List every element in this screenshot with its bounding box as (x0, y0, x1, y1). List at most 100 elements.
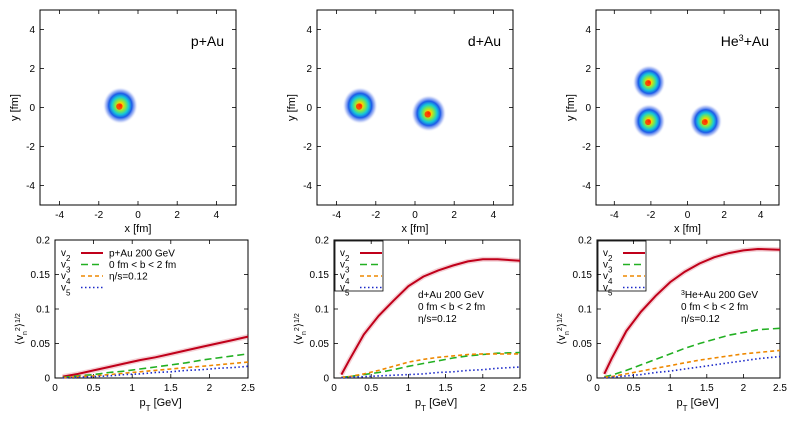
line-2-xtick-label: 2 (480, 383, 486, 394)
annotation-line: 3He+Au 200 GeV (681, 290, 758, 302)
heatmap-3-ytick-label: 4 (585, 25, 591, 36)
line-3-xtick-label: 1 (667, 383, 673, 394)
line-1-ytick-label: 0.15 (31, 270, 51, 281)
line-frame (596, 239, 781, 379)
annotation-line: η/s=0.12 (418, 314, 457, 325)
line-2-ytick-label: 0.2 (315, 236, 329, 247)
heatmap-3-xtick-label: 2 (721, 210, 727, 221)
annotation-line: 0 fm < b < 2 fm (418, 302, 485, 313)
line-3-ytick-label: 0.1 (578, 305, 592, 316)
legend-label-v3: v3 (340, 260, 350, 275)
heatmap-2-ytick-label: -4 (303, 181, 312, 192)
legend-label-v3: v3 (61, 260, 71, 275)
legend-box (334, 240, 384, 292)
series-v4-line (341, 353, 520, 379)
heatmap-1-ytick-label: 2 (29, 64, 35, 75)
heatmap-3-xtick-label: 4 (758, 210, 764, 221)
line-1-xtick-label: 1.5 (164, 383, 178, 394)
series-v5-line (62, 365, 249, 379)
series-v5-line (604, 355, 781, 379)
line-3-ytick-label: 0.15 (573, 270, 593, 281)
heatmap-3-ytick-label: 0 (585, 103, 591, 114)
nucleon-hotspot-3 (701, 119, 708, 126)
heatmap-1-ytick-label: -4 (26, 181, 35, 192)
heatmap-panel-1: -4 -2 0 2 4 4 2 0 -2 -4 p+Au x [fm] y [fm] (9, 9, 237, 235)
heatmap-3-xtick-label: -4 (610, 210, 619, 221)
heatmap-2-xtick-label: -4 (332, 210, 341, 221)
heatmap-panel-2: -4 -2 0 2 4 4 2 0 -2 -4 d+Au x [fm] y [fm] (286, 9, 514, 235)
heatmap-2-xtick-label: 4 (491, 210, 497, 221)
heatmap-ylabel: y [fm] (286, 94, 298, 121)
heatmap-2-ytick-label: -2 (303, 142, 312, 153)
line-xlabel: pT [GeV] (415, 397, 457, 413)
heatmap-2-xtick-label: 2 (451, 210, 457, 221)
nucleon-hotspot-1 (355, 103, 363, 110)
series-v3-line (62, 353, 249, 379)
series-v2-line (603, 247, 781, 375)
line-2-ytick-label: 0.15 (310, 270, 330, 281)
heatmap-1-xtick-label: -4 (55, 210, 64, 221)
heatmap-1-xtick-label: -2 (94, 210, 103, 221)
line-3-ytick-label: 0.05 (573, 339, 593, 350)
line-1-ytick-label: 0.05 (31, 339, 51, 350)
legend-label-v3: v3 (603, 260, 613, 275)
heatmap-panel-3: -4 -2 0 2 4 4 2 0 -2 -4 He3+Au x [fm] y [fm] (565, 9, 780, 235)
legend-text-v2: p+Au 200 GeV (109, 249, 175, 260)
series-v4-line (604, 349, 781, 379)
heatmap-2-ytick-label: 4 (306, 25, 312, 36)
series-v5-line (341, 366, 521, 379)
legend-label-v2: v2 (603, 248, 613, 263)
line-frame (333, 239, 521, 379)
series-v3-line (604, 327, 781, 378)
heatmap-ylabel: y [fm] (9, 94, 21, 121)
legend-box (597, 240, 647, 292)
line-2-xtick-label: 1 (406, 383, 412, 394)
legend-label-v5: v5 (340, 283, 350, 298)
line-1-xtick-label: 2.5 (241, 383, 255, 394)
annotation-line: d+Au 200 GeV (418, 290, 484, 301)
line-xlabel: pT [GeV] (140, 397, 182, 413)
heatmap-3-ytick-label: 2 (585, 64, 591, 75)
line-1-xtick-label: 1 (129, 383, 135, 394)
heatmap-1-ytick-label: 0 (29, 103, 35, 114)
heatmap-1-ytick-label: -2 (26, 142, 35, 153)
line-2-xtick-label: 1.5 (439, 383, 453, 394)
line-1-xtick-label: 2 (207, 383, 213, 394)
heatmap-1-xtick-label: 2 (174, 210, 180, 221)
series-v2-line (340, 258, 521, 376)
heatmap-frame (595, 9, 780, 206)
line-1-ytick-label: 0.2 (36, 236, 50, 247)
heatmap-1-xtick-label: 4 (214, 210, 220, 221)
line-ylabel: ⟨vn2⟩1/2 (556, 313, 571, 345)
line-2-ytick-label: 0.05 (310, 339, 330, 350)
system-label: p+Au (191, 33, 224, 49)
line-3-xtick-label: 2 (741, 383, 747, 394)
line-ylabel: ⟨vn2⟩1/2 (14, 313, 29, 345)
heatmap-3-xtick-label: 0 (685, 210, 691, 221)
line-3-ytick-label: 0.2 (578, 236, 592, 247)
heatmap-2-ytick-label: 0 (306, 103, 312, 114)
heatmap-xlabel: x [fm] (402, 223, 429, 235)
nucleon-hotspot-1 (645, 80, 652, 87)
annotation-line: η/s=0.12 (681, 314, 720, 325)
legend-label-v5: v5 (603, 283, 613, 298)
line-1-ytick-label: 0.1 (36, 305, 50, 316)
nucleon-hotspot-2 (424, 111, 431, 118)
line-1-ytick-label: 0 (44, 374, 50, 385)
line-2-ytick-label: 0.1 (315, 305, 329, 316)
heatmap-3-xtick-label: -2 (646, 210, 655, 221)
heatmap-frame (39, 9, 237, 206)
legend-text-v4: η/s=0.12 (109, 272, 148, 283)
line-2-ytick-label: 0 (323, 374, 329, 385)
heatmap-2-xtick-label: 0 (412, 210, 418, 221)
legend-text-v3: 0 fm < b < 2 fm (109, 260, 176, 271)
line-1-xtick-label: 0.5 (87, 383, 101, 394)
legend-label-v4: v4 (603, 271, 613, 286)
heatmap-3-ytick-label: -2 (582, 142, 591, 153)
legend-label-v2: v2 (61, 248, 71, 263)
heatmap-1-xtick-label: 0 (135, 210, 141, 221)
line-3-xtick-label: 1.5 (700, 383, 714, 394)
line-3-xtick-label: 0 (594, 383, 600, 394)
